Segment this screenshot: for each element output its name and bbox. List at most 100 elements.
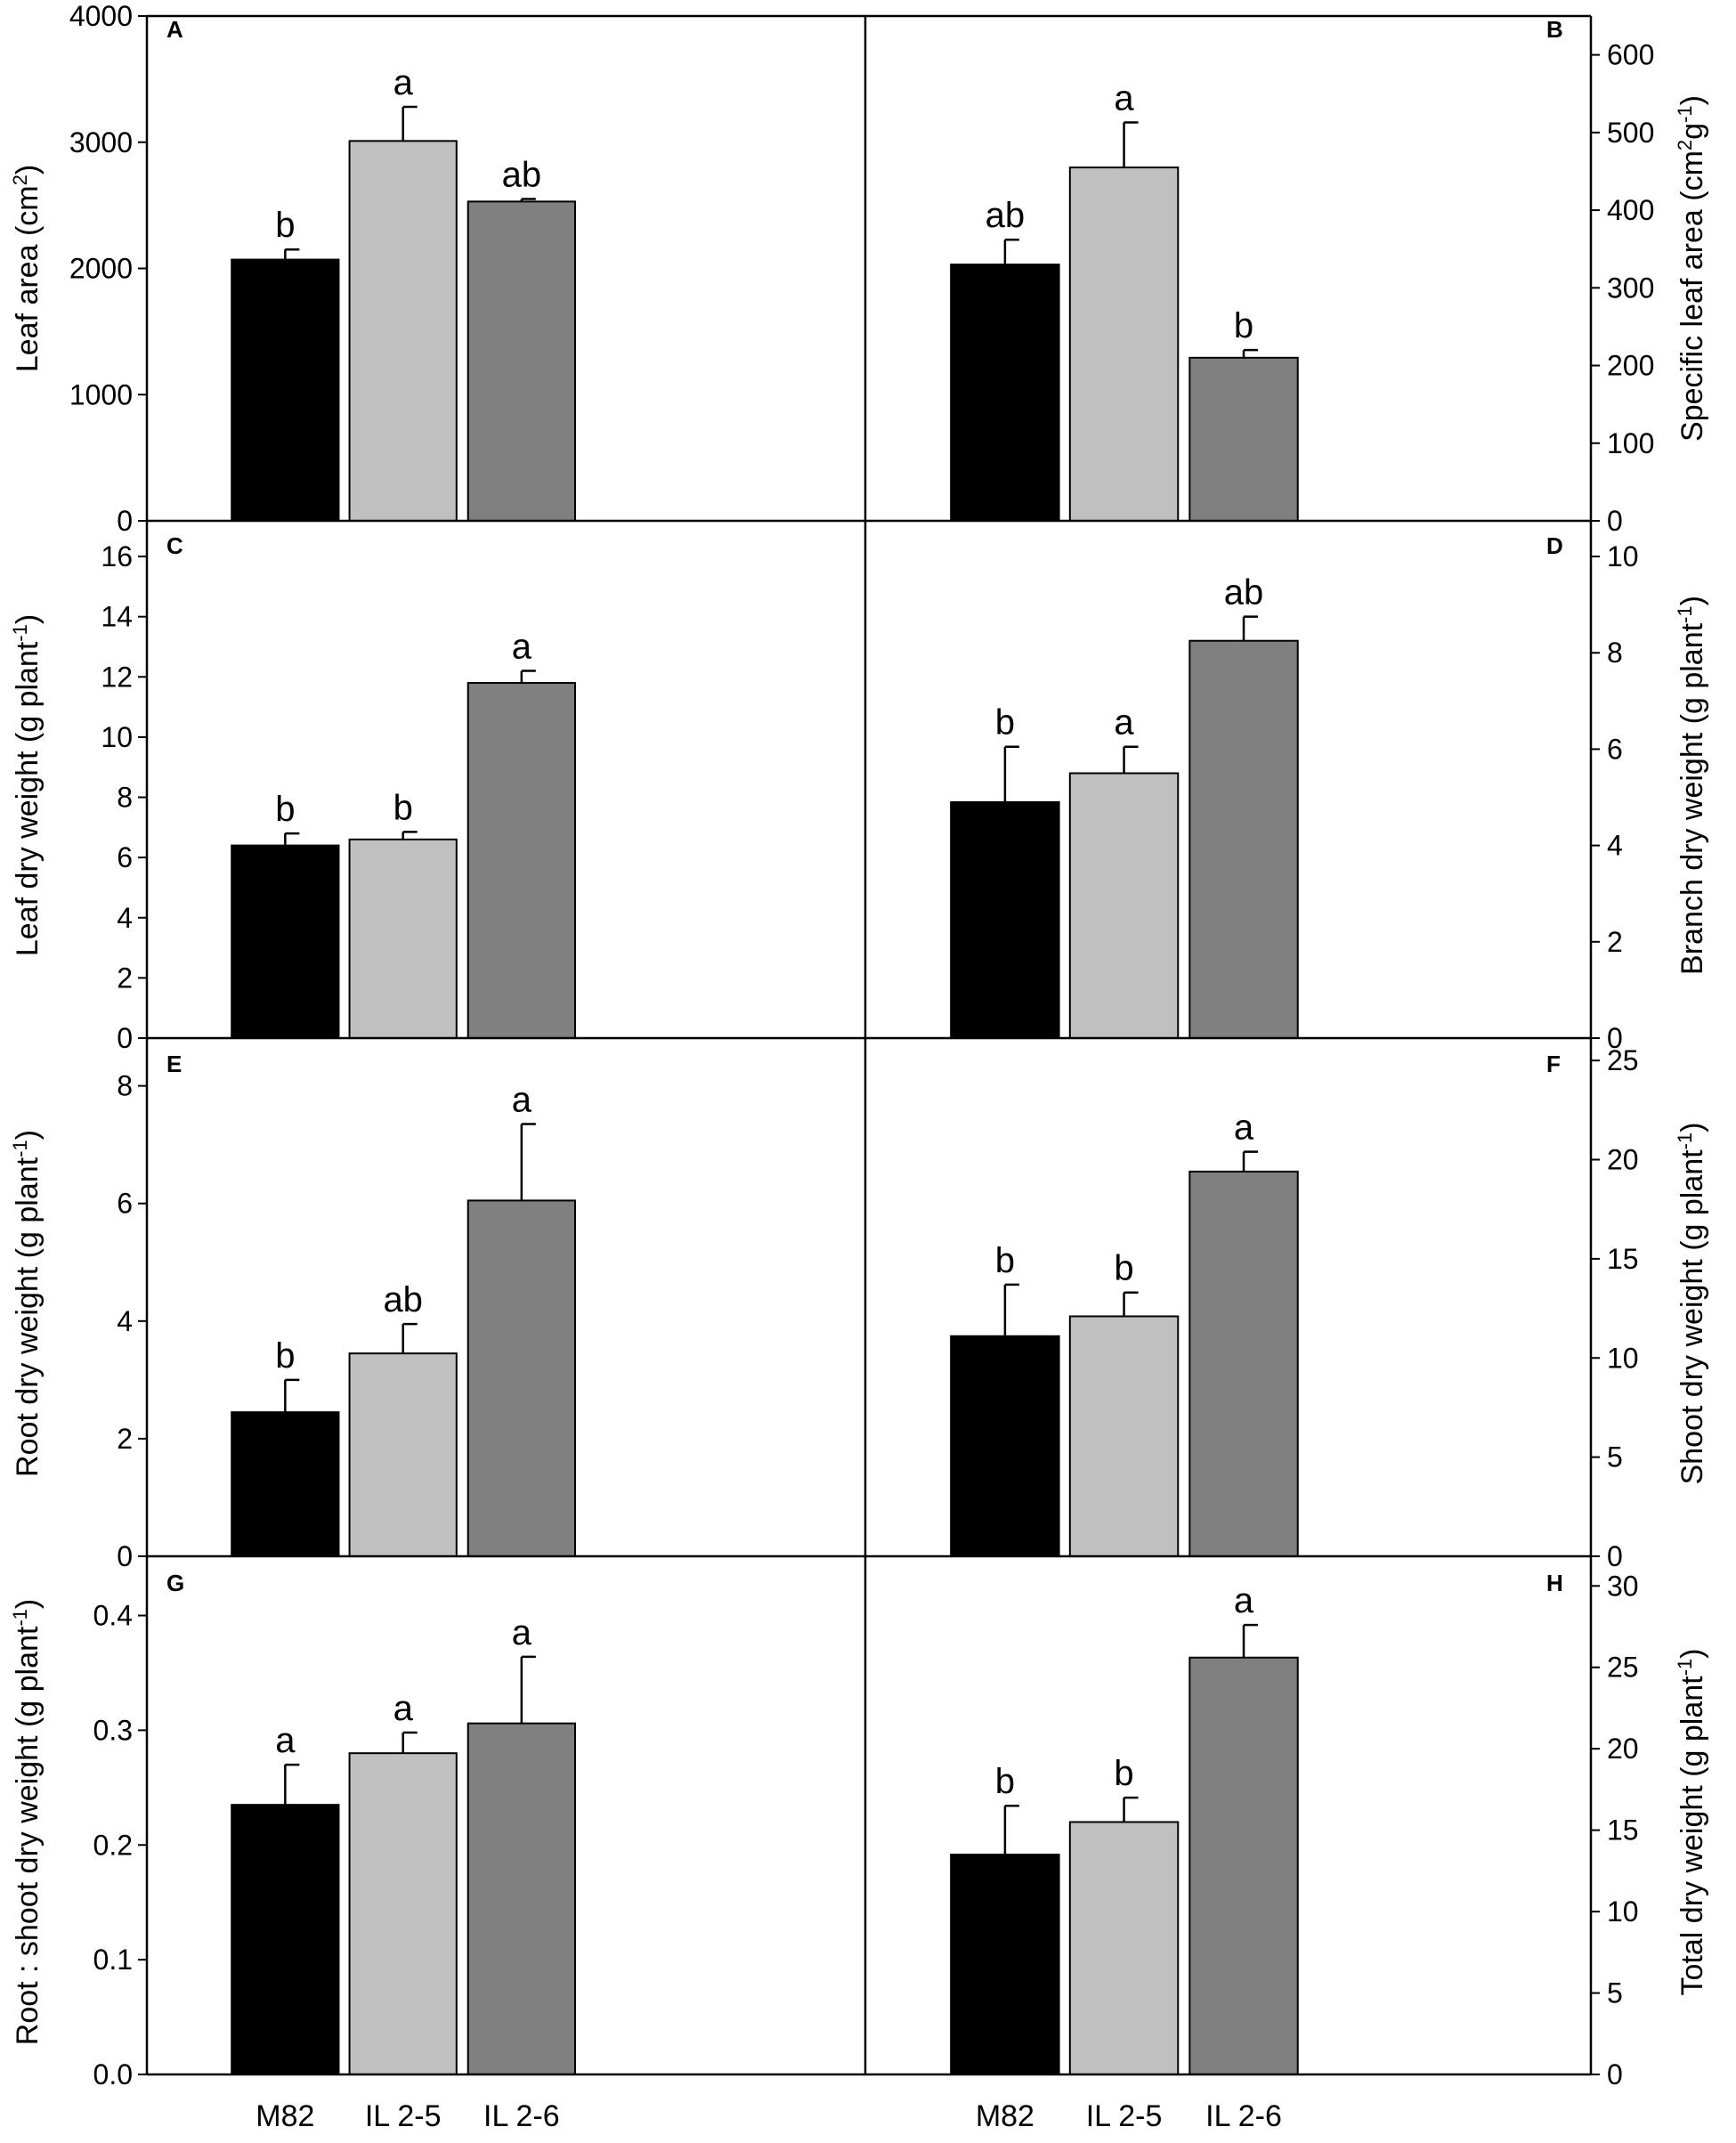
bar-a-0 bbox=[231, 258, 340, 522]
panel-h: Hb b a 0 5 10 15 20 25 30 Total dry weight (g plan… bbox=[950, 1570, 1709, 2090]
significance-label-g-1: a bbox=[393, 1689, 414, 1728]
y-axis-title-b: Specific leaf area (cm2g-1) bbox=[1674, 95, 1709, 442]
y-tick-label-h-2: 10 bbox=[1607, 1895, 1639, 1928]
y-tick-label-c-0: 0 bbox=[117, 1022, 133, 1054]
bar-c-1 bbox=[348, 838, 458, 1039]
y-tick-label-e-1: 2 bbox=[117, 1423, 133, 1455]
significance-label-g-2: a bbox=[512, 1613, 532, 1652]
significance-label-e-2: a bbox=[512, 1081, 532, 1120]
significance-label-c-2: a bbox=[512, 628, 532, 667]
bar-e-1 bbox=[348, 1352, 458, 1557]
y-tick-label-g-2: 0.2 bbox=[93, 1829, 133, 1861]
panel-e: Eb ab a 0 2 4 6 8 Root dry weight (g plant-1) bbox=[9, 1051, 576, 1572]
significance-label-d-0: b bbox=[995, 703, 1015, 743]
panel-g: Ga a a 0.0 0.1 0.2 0.3 0.4 Root : shoot dry weig… bbox=[9, 1570, 576, 2090]
panel-a: Ab a ab 0 1000 2000 3000 4000 Leaf area (cm2) bbox=[9, 0, 576, 537]
bar-d-2 bbox=[1188, 639, 1299, 1039]
significance-label-c-1: b bbox=[393, 788, 413, 827]
significance-label-a-2: ab bbox=[502, 156, 542, 195]
y-tick-label-h-1: 5 bbox=[1607, 1977, 1623, 2009]
y-tick-label-h-6: 30 bbox=[1607, 1570, 1639, 1602]
y-tick-label-e-0: 0 bbox=[117, 1540, 133, 1572]
y-tick-label-g-0: 0.0 bbox=[93, 2058, 133, 2090]
significance-label-a-0: b bbox=[275, 206, 295, 245]
x-category-label-1-0: M82 bbox=[976, 2099, 1034, 2133]
panel-letter-f: F bbox=[1546, 1051, 1561, 1077]
y-axis-title-h: Total dry weight (g plant-1) bbox=[1674, 1649, 1709, 1996]
bar-e-2 bbox=[466, 1199, 576, 1557]
y-tick-label-d-1: 2 bbox=[1607, 926, 1623, 958]
panel-c: Cb b a 0 2 4 6 8 10 12 14 16 Leaf dry weight (g plan… bbox=[9, 532, 576, 1054]
y-tick-label-f-1: 5 bbox=[1607, 1441, 1623, 1473]
y-tick-label-d-4: 8 bbox=[1607, 637, 1623, 669]
bar-f-1 bbox=[1068, 1315, 1180, 1557]
y-tick-label-d-3: 6 bbox=[1607, 733, 1623, 765]
panel-frames bbox=[145, 14, 1593, 2076]
bar-h-2 bbox=[1188, 1656, 1299, 2075]
bar-a-2 bbox=[466, 200, 576, 522]
significance-label-g-0: a bbox=[275, 1721, 296, 1760]
y-tick-label-c-1: 2 bbox=[117, 962, 133, 994]
x-category-label-0-0: M82 bbox=[256, 2099, 314, 2133]
panel-letter-c: C bbox=[166, 532, 183, 559]
significance-label-e-1: ab bbox=[383, 1280, 423, 1319]
y-tick-label-a-1: 1000 bbox=[69, 378, 133, 410]
y-tick-label-b-5: 500 bbox=[1607, 117, 1654, 149]
panel-letter-h: H bbox=[1546, 1570, 1563, 1596]
y-tick-label-c-3: 6 bbox=[117, 841, 133, 873]
bar-b-0 bbox=[950, 264, 1060, 522]
y-tick-label-c-4: 8 bbox=[117, 782, 133, 814]
bar-b-2 bbox=[1188, 356, 1299, 523]
significance-label-b-1: a bbox=[1114, 79, 1134, 118]
y-tick-label-c-7: 14 bbox=[101, 601, 133, 633]
bar-f-2 bbox=[1188, 1170, 1299, 1557]
panel-letter-e: E bbox=[166, 1051, 182, 1077]
y-tick-label-b-2: 200 bbox=[1607, 350, 1654, 382]
significance-label-f-2: a bbox=[1234, 1108, 1254, 1148]
bar-h-1 bbox=[1068, 1821, 1180, 2075]
y-tick-label-a-3: 3000 bbox=[69, 126, 133, 158]
bar-d-1 bbox=[1068, 772, 1180, 1039]
y-tick-label-f-2: 10 bbox=[1607, 1342, 1639, 1374]
bar-c-0 bbox=[231, 844, 340, 1039]
y-tick-label-c-2: 4 bbox=[117, 902, 133, 934]
y-tick-label-c-6: 12 bbox=[101, 661, 133, 693]
x-category-label-0-1: IL 2-5 bbox=[365, 2099, 442, 2133]
panel-letter-d: D bbox=[1546, 532, 1563, 559]
y-tick-label-b-6: 600 bbox=[1607, 39, 1654, 71]
significance-label-d-2: ab bbox=[1224, 573, 1264, 613]
y-tick-label-b-3: 300 bbox=[1607, 272, 1654, 304]
bar-h-0 bbox=[950, 1854, 1060, 2075]
y-axis-title-e: Root dry weight (g plant-1) bbox=[9, 1130, 45, 1477]
y-tick-label-a-2: 2000 bbox=[69, 253, 133, 285]
panel-f: Fb b a 0 5 10 15 20 25 Shoot dry weight (g plant-… bbox=[950, 1044, 1709, 1572]
y-tick-label-e-2: 4 bbox=[117, 1305, 133, 1337]
y-tick-label-g-3: 0.3 bbox=[93, 1714, 133, 1746]
y-tick-label-h-0: 0 bbox=[1607, 2058, 1623, 2090]
bar-g-2 bbox=[466, 1722, 576, 2075]
y-tick-label-g-4: 0.4 bbox=[93, 1600, 133, 1632]
bar-c-2 bbox=[466, 682, 576, 1039]
y-tick-label-g-1: 0.1 bbox=[93, 1944, 133, 1976]
panel-letter-g: G bbox=[166, 1570, 184, 1596]
y-tick-label-d-2: 4 bbox=[1607, 830, 1623, 862]
bar-d-0 bbox=[950, 800, 1060, 1040]
y-tick-label-h-5: 25 bbox=[1607, 1652, 1639, 1684]
y-tick-label-d-0: 0 bbox=[1607, 1022, 1623, 1054]
y-axis-title-c: Leaf dry weight (g plant-1) bbox=[9, 614, 45, 956]
significance-label-h-1: b bbox=[1114, 1754, 1133, 1793]
bar-e-0 bbox=[231, 1411, 340, 1557]
significance-label-f-1: b bbox=[1114, 1249, 1133, 1288]
significance-label-e-0: b bbox=[275, 1336, 295, 1376]
y-axis-title-f: Shoot dry weight (g plant-1) bbox=[1674, 1123, 1709, 1485]
significance-label-h-2: a bbox=[1234, 1581, 1254, 1620]
significance-label-d-1: a bbox=[1114, 703, 1134, 743]
panel-d: Db a ab 0 2 4 6 8 10 Branch dry weight (g plant-1… bbox=[950, 532, 1709, 1054]
bar-g-1 bbox=[348, 1752, 458, 2075]
significance-label-c-0: b bbox=[275, 790, 295, 829]
panel-letter-a: A bbox=[166, 16, 183, 43]
significance-label-b-2: b bbox=[1234, 306, 1253, 345]
significance-label-h-0: b bbox=[995, 1762, 1015, 1801]
x-category-label-1-2: IL 2-6 bbox=[1205, 2099, 1282, 2133]
